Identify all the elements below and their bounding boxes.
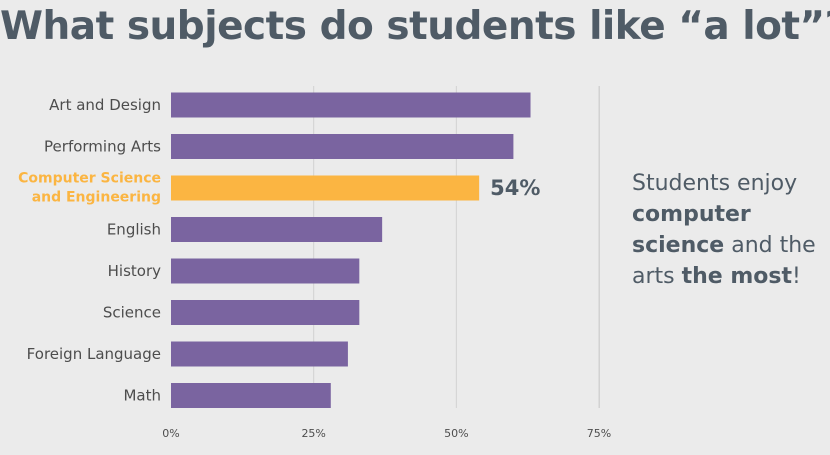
x-tick-label: 50%: [444, 427, 468, 440]
category-label: History: [108, 262, 161, 280]
x-tick-label: 0%: [162, 427, 179, 440]
x-tick-label: 25%: [301, 427, 325, 440]
bar: [171, 258, 360, 284]
category-label: Performing Arts: [44, 138, 161, 156]
bar: [171, 341, 348, 367]
category-label: English: [107, 221, 161, 239]
callout-emphasis: the most: [681, 264, 793, 289]
bar: [171, 175, 480, 201]
callout-segment: and the arts: [632, 233, 816, 289]
category-label: Computer Science: [18, 171, 161, 187]
category-label: Art and Design: [49, 96, 161, 114]
category-label: Math: [123, 387, 161, 405]
callout-text: Students enjoy computer science and the …: [632, 168, 822, 292]
bar: [171, 134, 514, 159]
callout-segment: !: [792, 264, 801, 289]
bar: [171, 92, 531, 118]
category-label: and Engineering: [32, 190, 161, 206]
category-label: Foreign Language: [27, 345, 161, 363]
category-label: Science: [103, 304, 161, 322]
callout-segment: Students enjoy: [632, 171, 798, 196]
divider: [599, 86, 600, 408]
data-label: 54%: [490, 176, 540, 200]
chart-title: What subjects do students like “a lot”?: [0, 4, 830, 49]
bar: [171, 300, 360, 325]
callout-emphasis: computer science: [632, 202, 751, 258]
bar: [171, 383, 331, 408]
x-tick-label: 75%: [587, 427, 611, 440]
bar: [171, 217, 383, 242]
